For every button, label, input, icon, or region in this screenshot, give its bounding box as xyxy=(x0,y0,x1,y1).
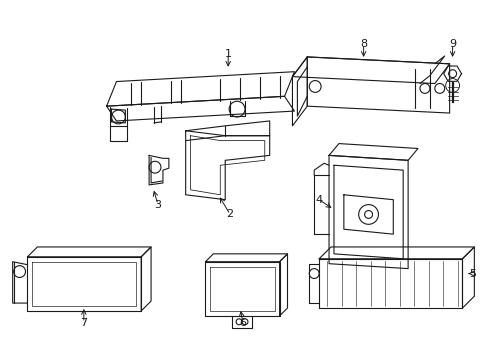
Text: 9: 9 xyxy=(448,39,455,49)
Text: 8: 8 xyxy=(359,39,366,49)
Text: 6: 6 xyxy=(239,318,246,328)
Text: 5: 5 xyxy=(468,269,475,279)
Text: 7: 7 xyxy=(80,318,87,328)
Text: 1: 1 xyxy=(224,49,231,59)
Text: 4: 4 xyxy=(315,195,322,205)
Text: 3: 3 xyxy=(154,199,161,210)
Text: 2: 2 xyxy=(226,210,233,220)
